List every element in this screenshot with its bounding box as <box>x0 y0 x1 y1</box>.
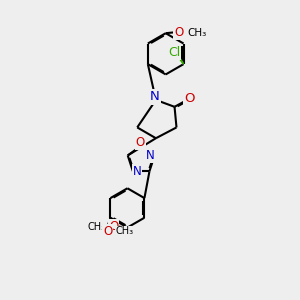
Text: N: N <box>150 91 160 103</box>
Text: O: O <box>136 136 145 148</box>
Text: CH₃: CH₃ <box>116 226 134 236</box>
Text: O: O <box>184 92 194 105</box>
Text: O: O <box>174 26 184 39</box>
Text: N: N <box>146 149 155 162</box>
Text: CH₃: CH₃ <box>188 28 207 38</box>
Text: CH₃: CH₃ <box>88 222 106 232</box>
Text: Cl: Cl <box>168 46 180 59</box>
Text: O: O <box>103 225 112 238</box>
Text: N: N <box>133 165 142 178</box>
Text: O: O <box>109 220 118 233</box>
